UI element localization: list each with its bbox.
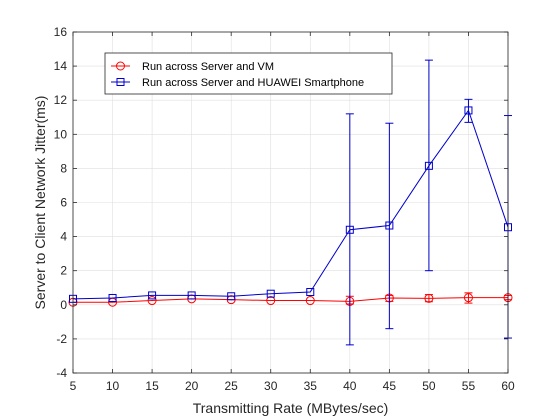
- series-line-vm: [73, 297, 508, 303]
- y-tick-label: 16: [54, 25, 68, 39]
- x-tick-label: 40: [343, 379, 357, 393]
- x-tick-label: 5: [70, 379, 77, 393]
- y-tick-label: -2: [56, 332, 67, 346]
- data-point-vm: [463, 293, 473, 303]
- ticks: 5 10 15 20 25 30 35 40 45 50 55 60 -4 -2 0 2 4 6 8 10 12 14 16: [54, 25, 515, 393]
- y-tick-label: 14: [54, 59, 68, 73]
- y-tick-label: 8: [60, 161, 67, 175]
- x-tick-label: 15: [145, 379, 159, 393]
- y-tick-label: 6: [60, 196, 67, 210]
- legend-marker-smartphone: [116, 78, 125, 86]
- y-tick-label: 4: [60, 230, 67, 244]
- data-point-smartphone: [464, 106, 473, 115]
- y-tick-label: 0: [60, 298, 67, 312]
- legend-label-vm: Run across Server and VM: [142, 61, 274, 73]
- data-point-smartphone: [148, 291, 157, 300]
- x-tick-label: 30: [264, 379, 278, 393]
- y-tick-label: 2: [60, 264, 67, 278]
- legend: Run across Server and VM Run across Serv…: [104, 52, 393, 95]
- series-line-smartphone: [72, 109, 509, 300]
- y-tick-label: 10: [54, 127, 68, 141]
- y-tick-label: 12: [54, 93, 68, 107]
- x-tick-label: 20: [185, 379, 199, 393]
- data-point-vm: [266, 296, 276, 306]
- legend-entry-vm: Run across Server and VM: [111, 61, 274, 73]
- data-point-smartphone: [424, 161, 433, 170]
- y-axis-label: Server to Client Network Jitter(ms): [32, 96, 48, 310]
- data-point-smartphone: [306, 288, 315, 297]
- x-tick-label: 45: [383, 379, 397, 393]
- x-tick-label: 60: [501, 379, 515, 393]
- legend-marker-vm: [116, 61, 125, 71]
- data-point-smartphone: [187, 291, 196, 300]
- x-axis-label: Transmitting Rate (MBytes/sec): [193, 400, 389, 416]
- data-point-vm: [305, 296, 315, 306]
- legend-box: [104, 52, 393, 95]
- data-point-smartphone: [227, 292, 236, 301]
- x-tick-label: 10: [106, 379, 120, 393]
- data-point-smartphone: [108, 293, 117, 302]
- x-tick-label: 55: [462, 379, 476, 393]
- legend-entry-smartphone: Run across Server and HUAWEI Smartphone: [111, 77, 364, 89]
- y-tick-label: -4: [56, 366, 67, 380]
- data-point-smartphone: [266, 289, 275, 298]
- data-point-smartphone: [345, 225, 354, 234]
- data-point-smartphone: [385, 221, 394, 230]
- x-tick-label: 25: [225, 379, 239, 393]
- legend-label-smartphone: Run across Server and HUAWEI Smartphone: [142, 77, 364, 89]
- x-tick-label: 50: [422, 379, 436, 393]
- data-point-vm: [424, 293, 434, 303]
- x-tick-label: 35: [304, 379, 318, 393]
- data-point-vm: [147, 296, 157, 306]
